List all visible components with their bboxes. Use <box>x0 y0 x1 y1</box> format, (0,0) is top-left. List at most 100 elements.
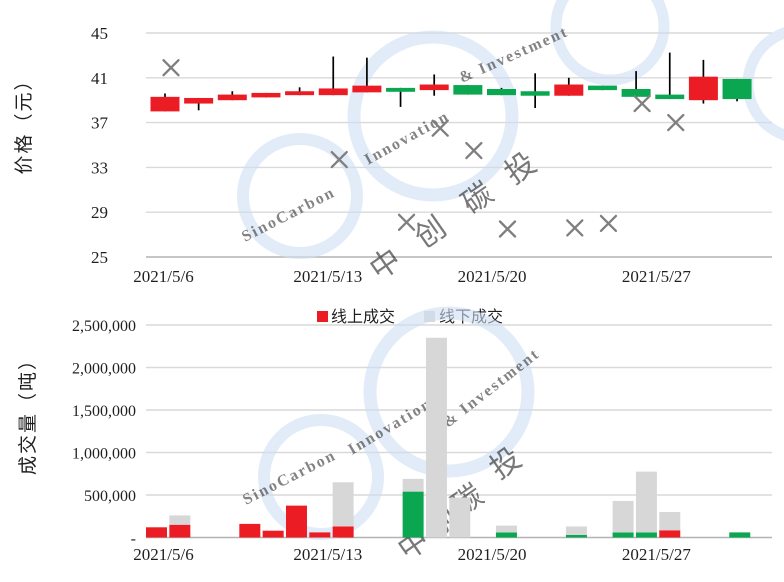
price-gridlines <box>146 32 772 258</box>
online-volume-segment <box>565 534 587 538</box>
candle-2021-5-25 <box>587 85 617 91</box>
volume-y-tick: 2,000,000 <box>72 361 136 378</box>
price-x-label: 2021/5/27 <box>622 267 691 286</box>
online-volume-segment <box>285 505 307 538</box>
candle-body <box>318 88 348 96</box>
candle-2021-5-13 <box>318 56 348 96</box>
watermark-latin-text: Innovation <box>362 108 453 169</box>
volume-bar-2021-5-12 <box>285 505 307 538</box>
candle-body <box>184 97 214 104</box>
volume-x-label: 2021/5/20 <box>458 545 527 564</box>
watermark-ring <box>363 306 535 478</box>
online-volume-segment <box>729 532 751 538</box>
volume-bar-series <box>146 337 751 538</box>
candle-2021-5-24 <box>554 77 584 96</box>
offline-volume-segment <box>612 500 634 533</box>
watermark-ring <box>550 0 670 86</box>
volume-y-tick: 1,000,000 <box>72 446 136 463</box>
online-volume-segment <box>262 530 284 538</box>
candle-body <box>386 87 416 92</box>
volume-bar-2021-5-18 <box>425 337 447 538</box>
price-y-tick: 25 <box>91 248 108 267</box>
volume-y-tick: 1,500,000 <box>72 403 136 420</box>
candle-body <box>453 85 483 95</box>
volume-x-label: 2021/5/6 <box>133 545 193 564</box>
candle-body <box>554 84 584 96</box>
candle-2021-5-19 <box>453 85 483 95</box>
watermark-ring <box>237 133 363 259</box>
candle-2021-5-31 <box>722 78 752 102</box>
watermark-cn-char: 创 <box>409 210 454 255</box>
volume-bar-2021-5-14 <box>332 482 354 538</box>
x-marker-2021-5-17 <box>397 213 416 231</box>
online-volume-segment <box>332 526 354 538</box>
price-y-tick: 33 <box>91 158 108 177</box>
volume-x-label: 2021/5/13 <box>293 545 362 564</box>
candle-2021-5-21 <box>520 73 550 109</box>
watermark-latin-text: SinoCarbon <box>240 447 339 509</box>
candle-body <box>487 89 516 96</box>
candle-body <box>655 94 685 100</box>
candle-body <box>217 94 247 101</box>
volume-bar-2021-5-21 <box>495 525 517 538</box>
candle-2021-5-27 <box>655 52 685 100</box>
legend-online-label: 线上成交 <box>331 308 395 326</box>
price-y-tick: 41 <box>91 69 108 88</box>
price-x-label: 2021/5/20 <box>458 267 527 286</box>
volume-y-axis-title: 成交量（吨） <box>17 349 39 475</box>
candle-2021-5-10 <box>217 91 247 101</box>
volume-bar-2021-5-24 <box>565 526 587 538</box>
offline-volume-segment <box>635 471 657 533</box>
x-marker-2021-5-18 <box>431 119 449 137</box>
online-volume-segment <box>146 527 167 538</box>
volume-bar-2021-5-19 <box>449 497 471 538</box>
watermark-ring <box>742 27 784 141</box>
price-x-label: 2021/5/6 <box>133 267 193 286</box>
volume-y-tick-labels: 2,500,000 2,000,000 1,500,000 1,000,000 500,… <box>72 318 136 548</box>
legend-online-swatch <box>317 311 328 322</box>
offline-volume-segment <box>495 525 517 533</box>
volume-bar-2021-5-11 <box>262 530 284 538</box>
price-y-tick-labels: 45 41 37 33 29 25 <box>91 24 109 267</box>
price-y-tick: 37 <box>91 114 109 133</box>
x-marker-2021-5-13 <box>330 150 348 169</box>
offline-volume-segment <box>659 512 681 531</box>
online-volume-segment <box>239 523 261 538</box>
volume-bar-2021-5-6 <box>146 527 167 538</box>
candle-body <box>587 85 617 91</box>
volume-y-tick: - <box>131 531 136 548</box>
x-marker-2021-5-26 <box>633 94 651 113</box>
price-y-axis-title: 价格（元） <box>13 69 35 174</box>
x-marker-2021-5-19 <box>465 141 483 160</box>
volume-bar-2021-5-17 <box>402 478 424 538</box>
volume-bar-2021-5-31 <box>729 532 751 538</box>
offline-volume-segment <box>402 478 424 492</box>
volume-bar-2021-5-27 <box>635 471 657 538</box>
offline-volume-segment <box>565 526 587 535</box>
candle-body <box>251 92 281 98</box>
candle-body <box>688 76 718 101</box>
candle-2021-5-17 <box>386 87 416 107</box>
price-y-tick: 45 <box>91 24 108 43</box>
watermark-latin-text: SinoCarbon <box>239 184 338 246</box>
online-volume-segment <box>495 532 517 538</box>
candle-2021-5-20 <box>487 87 516 96</box>
candle-2021-5-6 <box>150 93 180 112</box>
candle-body <box>520 91 550 96</box>
candle-2021-5-26 <box>621 71 651 97</box>
offline-volume-segment <box>332 482 354 527</box>
watermark-cn-char: 中 <box>364 242 409 287</box>
online-volume-segment <box>402 491 424 538</box>
volume-y-tick: 500,000 <box>84 488 136 505</box>
candle-2021-5-18 <box>419 74 449 96</box>
online-volume-segment <box>169 524 191 538</box>
x-marker-2021-5-27 <box>667 113 685 132</box>
volume-y-tick: 2,500,000 <box>72 318 136 335</box>
candle-2021-5-12 <box>285 87 315 96</box>
price-x-marker-series <box>162 59 685 238</box>
watermark-cn-char: 投 <box>484 441 529 486</box>
